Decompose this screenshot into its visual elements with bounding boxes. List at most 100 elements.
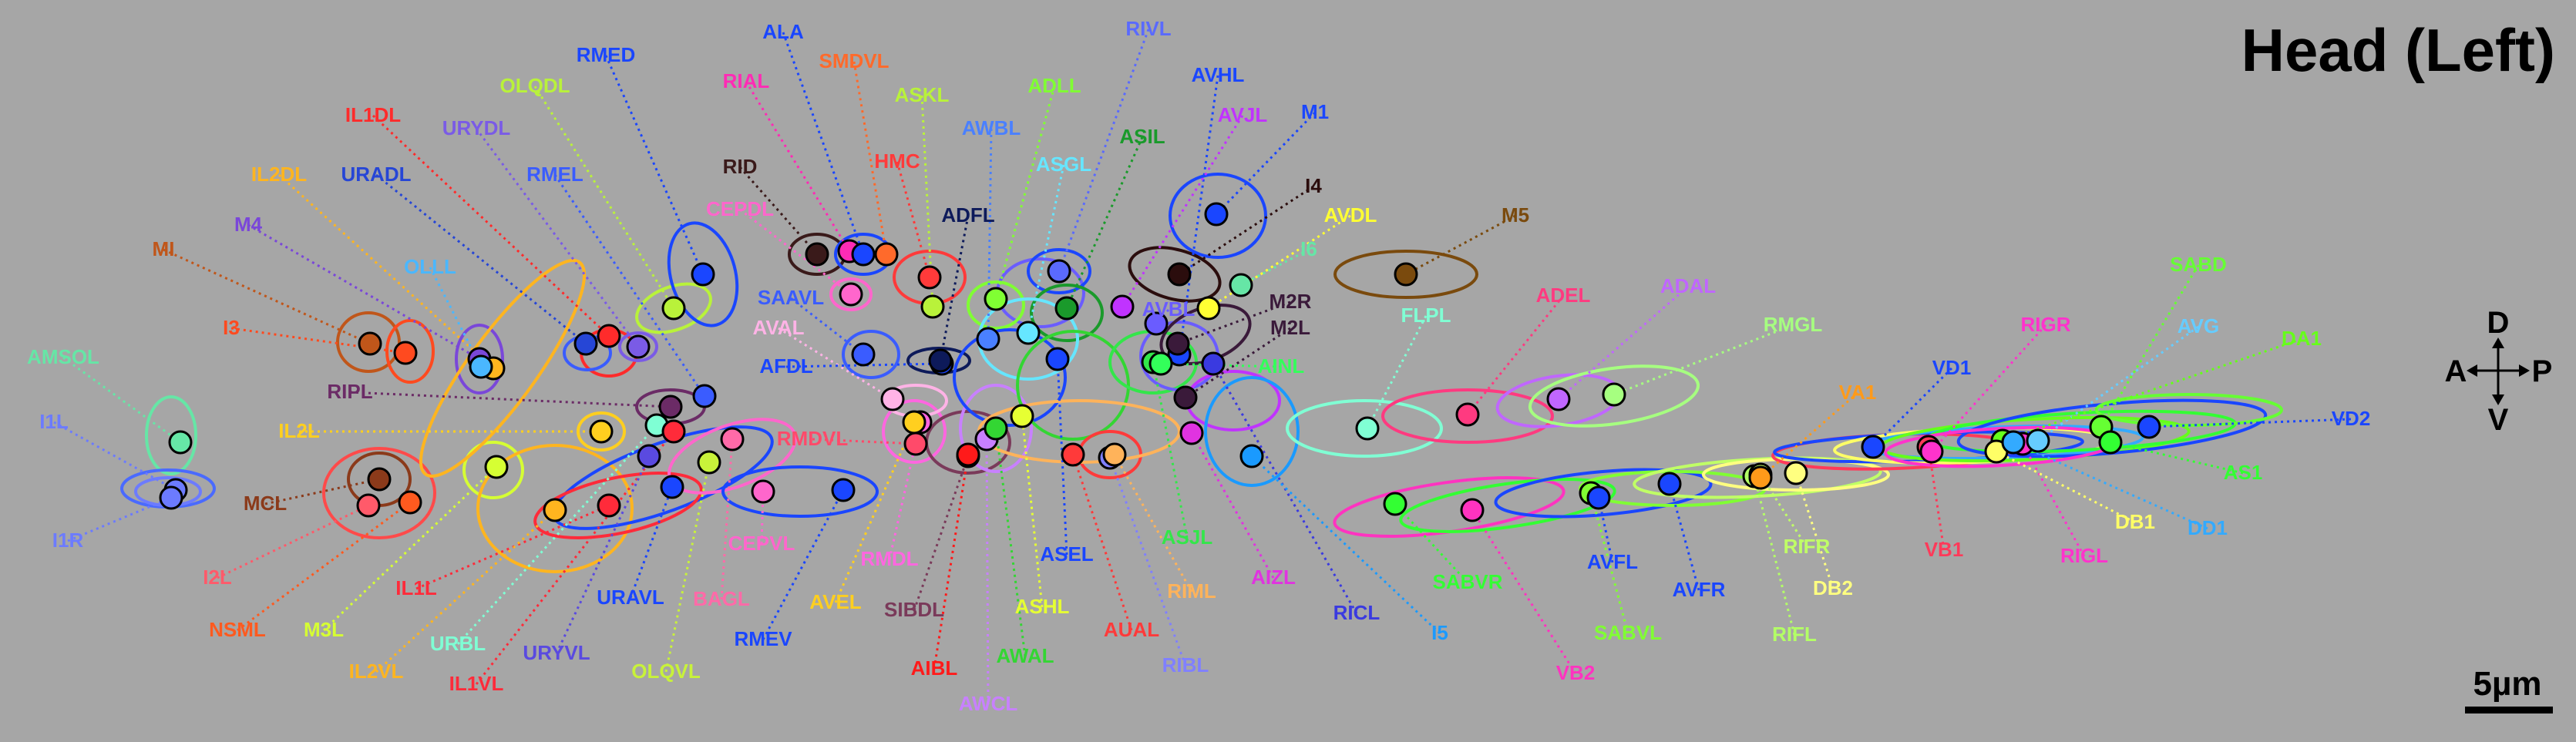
neuron-ellipse: [667, 221, 739, 327]
neuron-ellipse: [462, 441, 524, 499]
neuron-marker-rmgl: [1602, 382, 1626, 407]
leader-line-olqvl: [664, 462, 711, 673]
neuron-marker-amsol: [168, 430, 193, 455]
leader-line-asil: [1065, 136, 1144, 309]
neuron-label-vb1: VB1: [1925, 538, 1964, 561]
leader-line-rial: [745, 81, 851, 252]
neuron-marker-smdvl: [874, 242, 899, 267]
neuron-labels: AMSOL I1L I1R MI M4 I3 RIPL I2L MCL NSML IL2DL URAD…: [27, 17, 2370, 715]
leader-line-m2r: [1177, 300, 1291, 345]
neuron-marker-vd1: [1861, 435, 1885, 459]
neuron-ellipse: [721, 465, 879, 518]
neuron-label-askl: ASKL: [895, 83, 950, 106]
neuron-label-ainl: AINL: [1258, 354, 1305, 378]
neuron-marker-adel: [1455, 402, 1480, 427]
neuron-marker-i1r: [159, 485, 183, 510]
leader-line-i3: [230, 327, 406, 354]
neuron-label-aval: AVAL: [753, 316, 805, 339]
leader-line-rigr: [1930, 324, 2047, 453]
neuron-label-m5: M5: [1502, 203, 1529, 227]
neuron-label-i1l: I1L: [39, 410, 69, 433]
compass-ventral-label: V: [2488, 403, 2509, 437]
neuron-marker-sabvr: [1383, 492, 1407, 516]
neuron-label-db1: DB1: [2115, 510, 2155, 533]
neuron-label-sabd: SABD: [2170, 253, 2227, 276]
neuron-ellipse: [953, 328, 1067, 427]
neuron-marker-i4: [1167, 262, 1192, 287]
neuron-ellipse: [1286, 399, 1443, 458]
compass-posterior-label: P: [2532, 354, 2553, 388]
neuron-label-awcl: AWCL: [959, 692, 1018, 715]
neuron-ellipse: [635, 282, 712, 334]
neuron-marker-rigr: [1919, 439, 1944, 464]
neuron-label-avbl: AVBL: [1142, 297, 1196, 321]
neuron-label-ashl: ASHL: [1015, 595, 1070, 618]
neuron-marker-il1l: [597, 493, 621, 518]
neuron-marker-m2r: [1165, 331, 1190, 356]
neuron-marker-avfl: [1586, 485, 1611, 510]
leader-line-cepdl: [739, 208, 852, 296]
leader-line-vd1: [1871, 367, 1953, 448]
leader-line-rifr: [1759, 474, 1808, 548]
neuron-marker-i3: [393, 341, 418, 365]
neuron-ellipse: [145, 395, 197, 475]
leader-line-nsml: [237, 501, 411, 632]
leader-line-avhl: [1178, 75, 1219, 355]
neuron-marker-il2vl: [543, 498, 567, 522]
scale-bar-label: 5µm: [2473, 665, 2542, 703]
neuron-marker-avel: [902, 410, 926, 435]
leader-line-asel: [1056, 358, 1068, 556]
leader-line-rmed: [604, 55, 705, 275]
neuron-label-da1: DA1: [2282, 327, 2322, 350]
neuron-label-vb2: VB2: [1556, 661, 1596, 684]
neuron-label-aual: AUAL: [1104, 618, 1159, 641]
leader-line-i2l: [217, 504, 369, 579]
neuron-marker-aual: [1061, 442, 1085, 467]
neuron-ellipse: [385, 319, 435, 384]
neuron-ellipse: [1399, 478, 1616, 533]
neuron-marker-rivl: [1047, 259, 1071, 284]
neuron-ellipse: [959, 384, 1033, 473]
neuron-ellipse: [322, 447, 436, 539]
neuron-label-rifr: RIFR: [1784, 535, 1831, 558]
leader-line-aval: [778, 327, 893, 401]
neuron-marker-asel: [1045, 347, 1070, 371]
neuron-marker-flpl: [1355, 416, 1380, 441]
neuron-ellipse: [1528, 364, 1700, 428]
neuron-ellipse: [1027, 248, 1091, 294]
neuron-label-il1l: IL1L: [395, 576, 437, 599]
neuron-label-adll: ADLL: [1027, 74, 1081, 97]
neuron-ellipse: [967, 280, 1025, 330]
neuron-ellipse: [618, 331, 658, 362]
neuron-marker-db2: [1784, 461, 1808, 485]
neuron-label-sibdl: SIBDL: [884, 598, 944, 621]
neuron-label-rmed: RMED: [577, 43, 636, 66]
leader-line-avjl: [1121, 115, 1244, 307]
leader-line-riml: [1113, 454, 1193, 593]
neuron-marker-cepvl: [751, 479, 775, 504]
leader-line-m1: [1215, 111, 1317, 216]
neuron-ellipse: [882, 399, 947, 464]
neuron-marker-m1: [1204, 202, 1229, 227]
leader-line-m3l: [322, 465, 498, 632]
neuron-label-i5: I5: [1431, 621, 1448, 644]
leader-line-sabd: [2100, 264, 2200, 428]
neuron-label-avel: AVEL: [809, 590, 862, 613]
leader-line-rigl: [2021, 443, 2086, 557]
orientation-compass: D V A P: [2445, 306, 2553, 437]
arrow-up-icon: [2492, 337, 2504, 348]
neuron-marker-avjl: [1110, 294, 1135, 319]
neuron-markers: [159, 202, 2161, 522]
neuron-label-olqvl: OLQVL: [631, 660, 701, 683]
neuron-label-mi: MI: [153, 237, 175, 260]
neuron-ellipse: [1494, 468, 1713, 519]
neuron-ellipse: [533, 472, 703, 539]
neuron-ellipse: [1333, 476, 1565, 538]
leader-line-awal: [994, 428, 1027, 657]
leader-line-rivl: [1058, 29, 1150, 272]
neuron-label-m2r: M2R: [1270, 290, 1312, 313]
neuron-marker-il1vl: [661, 419, 686, 444]
neuron-label-asil: ASIL: [1119, 125, 1165, 148]
